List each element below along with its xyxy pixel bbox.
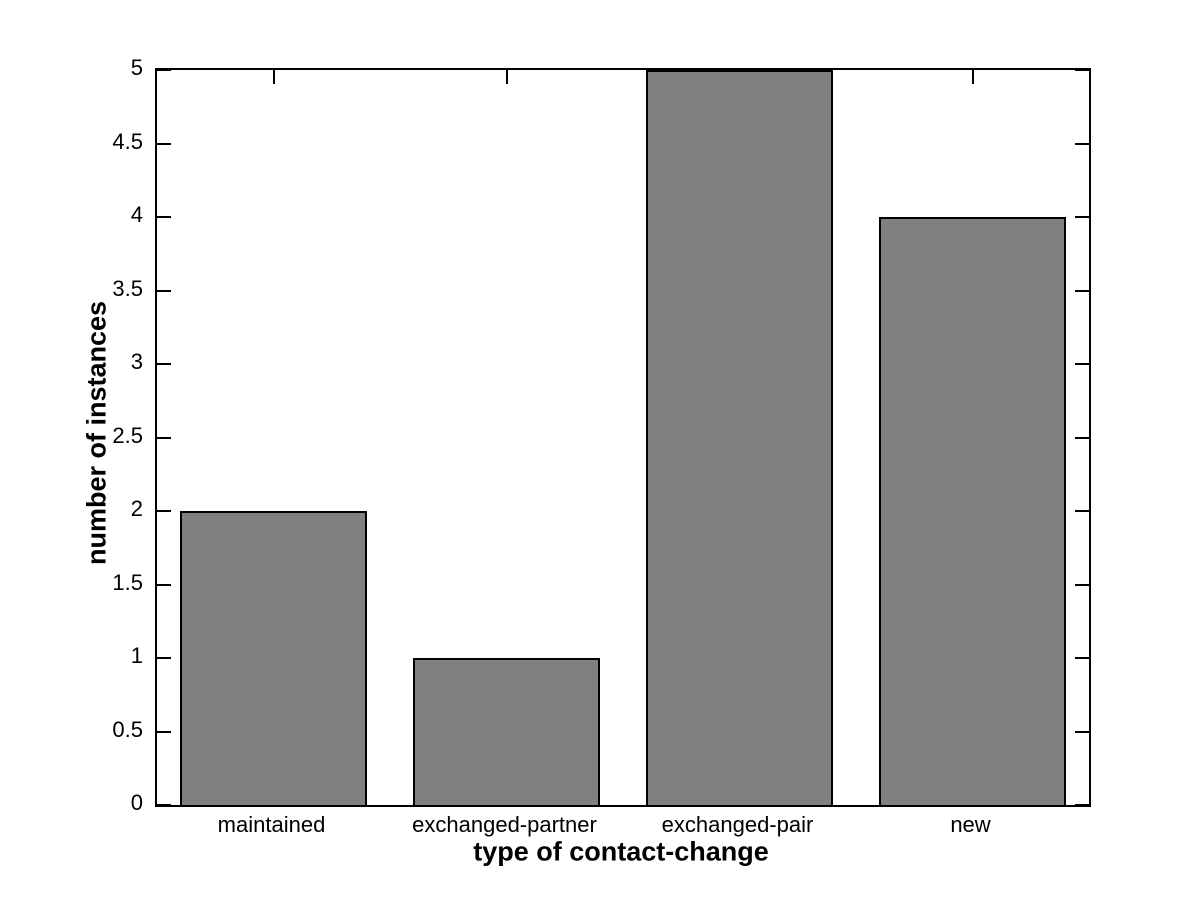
y-tick-left xyxy=(157,69,171,71)
bar-exchanged-partner xyxy=(413,658,600,805)
y-tick-left xyxy=(157,216,171,218)
y-tick-label: 0.5 xyxy=(112,716,143,742)
y-tick-left xyxy=(157,363,171,365)
y-tick-right xyxy=(1075,142,1089,145)
x-category-label: exchanged-pair xyxy=(661,812,814,837)
y-tick-right xyxy=(1075,69,1089,71)
y-tick-label: 4.5 xyxy=(112,128,143,154)
y-tick-right xyxy=(1075,657,1089,659)
y-tick-label: 4 xyxy=(130,202,143,227)
y-tick-left xyxy=(157,804,171,806)
y-tick-right xyxy=(1075,583,1089,586)
y-tick-left xyxy=(157,583,171,586)
y-tick-label: 2.5 xyxy=(112,422,143,448)
x-tick-top xyxy=(505,70,508,84)
y-tick-right xyxy=(1075,436,1089,439)
y-tick-right xyxy=(1075,289,1089,292)
plot-area xyxy=(155,68,1091,807)
y-tick-left xyxy=(157,142,171,145)
y-tick-left xyxy=(157,657,171,659)
x-axis-label: type of contact-change xyxy=(473,836,769,867)
x-tick-top xyxy=(971,70,974,84)
bar-exchanged-pair xyxy=(646,70,833,805)
x-tick-top xyxy=(272,70,275,84)
bar-maintained xyxy=(180,511,367,805)
y-tick-right xyxy=(1075,730,1089,733)
y-tick-right xyxy=(1075,510,1089,512)
y-tick-label: 0 xyxy=(130,790,143,815)
y-tick-label: 5 xyxy=(130,55,143,80)
y-tick-right xyxy=(1075,216,1089,218)
y-tick-label: 1.5 xyxy=(112,569,143,595)
y-tick-right xyxy=(1075,363,1089,365)
y-tick-right xyxy=(1075,804,1089,806)
bar-new xyxy=(879,217,1066,805)
y-tick-label: 2 xyxy=(130,496,143,521)
y-tick-left xyxy=(157,436,171,439)
x-category-label: new xyxy=(950,812,991,837)
y-tick-label: 3.5 xyxy=(112,275,143,301)
y-tick-left xyxy=(157,730,171,733)
y-tick-label: 3 xyxy=(130,349,143,374)
y-tick-left xyxy=(157,289,171,292)
y-tick-left xyxy=(157,510,171,512)
y-tick-label: 1 xyxy=(130,643,143,668)
x-category-label: exchanged-partner xyxy=(412,812,597,837)
x-category-label: maintained xyxy=(217,812,326,837)
